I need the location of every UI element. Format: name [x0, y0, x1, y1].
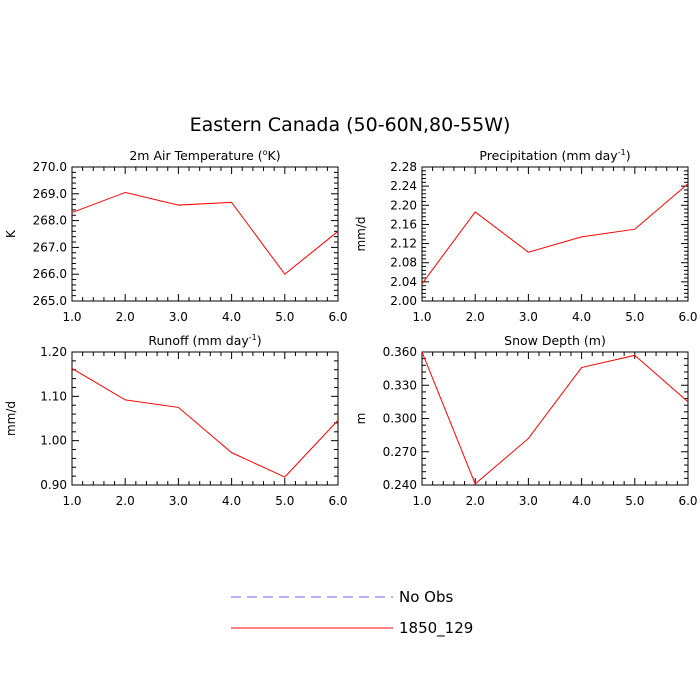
panel-title-tail: ) — [257, 333, 262, 348]
panel-title-superscript: -1 — [618, 148, 626, 157]
series-line — [421, 183, 689, 285]
y-tick-label: 266.0 — [33, 267, 67, 281]
x-tick-label: 5.0 — [625, 310, 644, 324]
y-tick-label: 1.00 — [40, 434, 67, 448]
y-tick-label: 2.00 — [390, 294, 417, 308]
y-tick-label: 2.04 — [390, 275, 417, 289]
y-axis-label: mm/d — [4, 401, 18, 436]
panel-title-main: Runoff (mm day — [148, 333, 249, 348]
y-tick-label: 1.20 — [40, 345, 67, 359]
x-tick-label: 3.0 — [169, 494, 188, 508]
x-tick-label: 4.0 — [222, 494, 241, 508]
y-tick-label: 0.240 — [383, 478, 417, 492]
x-tick-label: 1.0 — [412, 310, 431, 324]
y-tick-label: 2.20 — [390, 198, 417, 212]
x-tick-label: 3.0 — [169, 310, 188, 324]
x-tick-label: 4.0 — [222, 310, 241, 324]
x-tick-label: 1.0 — [412, 494, 431, 508]
y-tick-label: 2.24 — [390, 179, 417, 193]
y-tick-label: 0.90 — [40, 478, 67, 492]
panel-title-superscript: o — [263, 148, 268, 157]
x-tick-label: 6.0 — [678, 310, 697, 324]
panel-frame — [71, 351, 339, 486]
panel-title-main: Precipitation (mm day — [479, 148, 618, 163]
panel-frame — [71, 166, 339, 302]
x-tick-label: 3.0 — [519, 494, 538, 508]
panel-title-main: 2m Air Temperature ( — [129, 148, 262, 163]
x-tick-label: 2.0 — [466, 310, 485, 324]
y-tick-label: 0.360 — [383, 345, 417, 359]
x-tick-label: 2.0 — [466, 494, 485, 508]
y-tick-label: 268.0 — [33, 214, 67, 228]
legend-label: 1850_129 — [399, 619, 473, 638]
x-tick-label: 2.0 — [116, 494, 135, 508]
figure-title: Eastern Canada (50-60N,80-55W) — [190, 114, 511, 136]
x-tick-label: 5.0 — [275, 494, 294, 508]
panel-1: 2m Air Temperature (oK) K 1.0 2.0 3.0 4.0 5.0 6… — [4, 148, 348, 324]
y-tick-label: 270.0 — [33, 160, 67, 174]
x-tick-label: 5.0 — [275, 310, 294, 324]
legend-label: No Obs — [399, 588, 453, 606]
series-line — [71, 191, 339, 275]
legend: No Obs 1850_129 — [231, 588, 473, 638]
y-tick-label: 2.12 — [390, 237, 417, 251]
y-axis-label: mm/d — [354, 216, 368, 251]
y-tick-label: 0.330 — [383, 378, 417, 392]
panel-3: Runoff (mm day-1) mm/d 1.0 2.0 3.0 4.0 5.0 6.0 1… — [4, 333, 348, 508]
x-tick-label: 4.0 — [572, 494, 591, 508]
panel-frame — [421, 166, 689, 302]
series-line — [71, 367, 339, 478]
panel-2: Precipitation (mm day-1) mm/d 1.0 2.0 3.0 4.0… — [354, 148, 698, 324]
panel-title-main: Snow Depth (m) — [504, 333, 606, 348]
panel-title: 2m Air Temperature (oK) — [129, 148, 280, 163]
y-tick-label: 2.08 — [390, 256, 417, 270]
panel-title: Precipitation (mm day-1) — [479, 148, 630, 163]
panel-title: Snow Depth (m) — [504, 333, 606, 348]
y-tick-label: 0.300 — [383, 412, 417, 426]
x-tick-label: 6.0 — [678, 494, 697, 508]
x-tick-label: 6.0 — [328, 310, 347, 324]
panel-title-superscript: -1 — [249, 333, 257, 342]
y-axis-label: m — [354, 413, 368, 425]
y-tick-label: 269.0 — [33, 187, 67, 201]
panel-title: Runoff (mm day-1) — [148, 333, 261, 348]
y-tick-label: 2.28 — [390, 160, 417, 174]
x-tick-label: 1.0 — [62, 494, 81, 508]
panel-title-tail: ) — [626, 148, 631, 163]
y-tick-label: 1.10 — [40, 389, 67, 403]
panel-title-tail: K) — [268, 148, 281, 163]
x-tick-label: 1.0 — [62, 310, 81, 324]
x-tick-label: 5.0 — [625, 494, 644, 508]
y-tick-label: 2.16 — [390, 217, 417, 231]
x-tick-label: 4.0 — [572, 310, 591, 324]
x-tick-label: 6.0 — [328, 494, 347, 508]
x-tick-label: 2.0 — [116, 310, 135, 324]
y-axis-label: K — [4, 229, 18, 238]
y-tick-label: 265.0 — [33, 294, 67, 308]
y-tick-label: 0.270 — [383, 445, 417, 459]
panel-4: Snow Depth (m) m 1.0 2.0 3.0 4.0 5.0 6.0 0.360 0.… — [354, 333, 698, 508]
y-tick-label: 267.0 — [33, 240, 67, 254]
series-line — [421, 351, 689, 485]
panels: 2m Air Temperature (oK) K 1.0 2.0 3.0 4.0 5.0 6… — [4, 148, 698, 508]
x-tick-label: 3.0 — [519, 310, 538, 324]
panel-frame — [421, 351, 689, 486]
